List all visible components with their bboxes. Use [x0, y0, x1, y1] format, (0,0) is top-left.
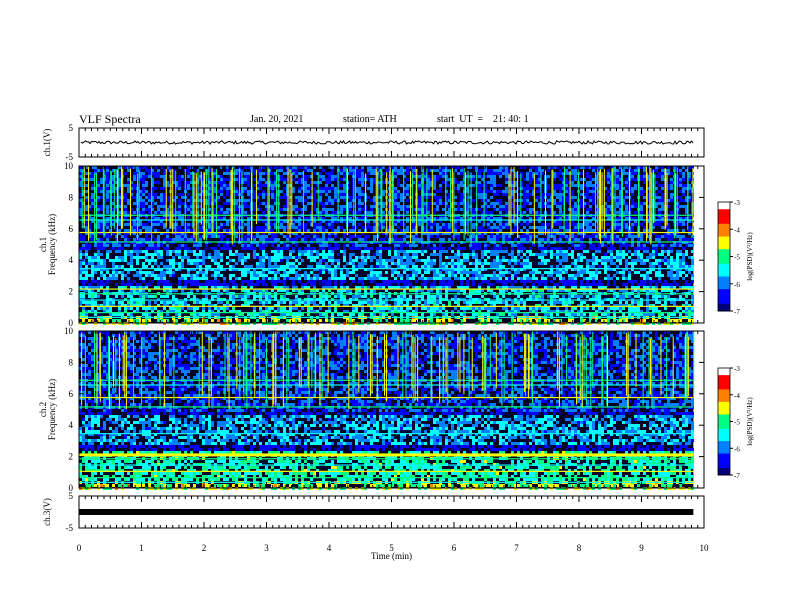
ch1-spectrogram-cbar-tick--3: -3 [734, 199, 740, 207]
ch1-waveform-ytick-5: 5 [69, 123, 74, 133]
ch1-spectrogram-cbar-tick--6: -6 [734, 281, 740, 289]
ch2-spectrogram-ytick-10: 10 [64, 326, 74, 336]
ch1-spectrogram-cbar-tick--4: -4 [734, 226, 740, 234]
ch1-spectrogram-colorbar-label: log(PSD)(V²/Hz) [746, 232, 754, 281]
ch2-spectrogram-cbar-tick--6: -6 [734, 445, 740, 453]
ch3-waveform-ytick-5: 5 [69, 491, 74, 501]
ch2-spectrogram-ytick-4: 4 [69, 420, 74, 430]
ch1-spectrogram-ytick-2: 2 [69, 287, 74, 297]
xtick-1: 1 [139, 543, 144, 553]
xtick-4: 4 [327, 543, 332, 553]
ch2-spectrogram-cbar-tick--4: -4 [734, 392, 740, 400]
ch2-spectrogram-ylabel-1: Frequency (kHz) [47, 379, 57, 440]
ch2-spectrogram-cbar-tick--3: -3 [734, 365, 740, 373]
ch2-spectrogram-cbar-tick--5: -5 [734, 419, 740, 427]
xtick-6: 6 [452, 543, 457, 553]
ch2-spectrogram-cbar-tick--7: -7 [734, 472, 740, 480]
ch1-waveform-ylabel-0: ch.1(V) [42, 129, 52, 157]
ch1-spectrogram-cbar-tick--7: -7 [734, 308, 740, 316]
ch1-spectrogram-ytick-8: 8 [69, 192, 74, 202]
ch2-spectrogram-colorbar-label: log(PSD)(V²/Hz) [746, 397, 754, 446]
xtick-10: 10 [700, 543, 710, 553]
xtick-9: 9 [639, 543, 644, 553]
ch1-spectrogram-ytick-4: 4 [69, 255, 74, 265]
ch3-waveform-ytick--5: -5 [66, 523, 74, 533]
xtick-3: 3 [264, 543, 269, 553]
ch2-spectrogram-ytick-2: 2 [69, 452, 74, 462]
ch1-spectrogram [79, 166, 694, 325]
ch1-waveform-trace [81, 141, 693, 144]
xtick-7: 7 [514, 543, 519, 553]
xaxis-label: Time (min) [371, 551, 412, 561]
ch2-spectrogram-ytick-8: 8 [69, 357, 74, 367]
ch1-spectrogram-ylabel-1: Frequency (kHz) [47, 214, 57, 275]
ch2-spectrogram-ytick-6: 6 [69, 389, 74, 399]
xtick-8: 8 [577, 543, 582, 553]
ch3-waveform-ylabel-0: ch.3(V) [42, 498, 52, 526]
ch1-spectrogram-ytick-10: 10 [64, 161, 74, 171]
ch3-waveform-trace [79, 509, 693, 515]
ch1-spectrogram-cbar-tick--5: -5 [734, 254, 740, 262]
ch1-spectrogram-ytick-6: 6 [69, 224, 74, 234]
ch2-spectrogram [79, 331, 694, 490]
xtick-2: 2 [202, 543, 207, 553]
xtick-0: 0 [77, 543, 82, 553]
